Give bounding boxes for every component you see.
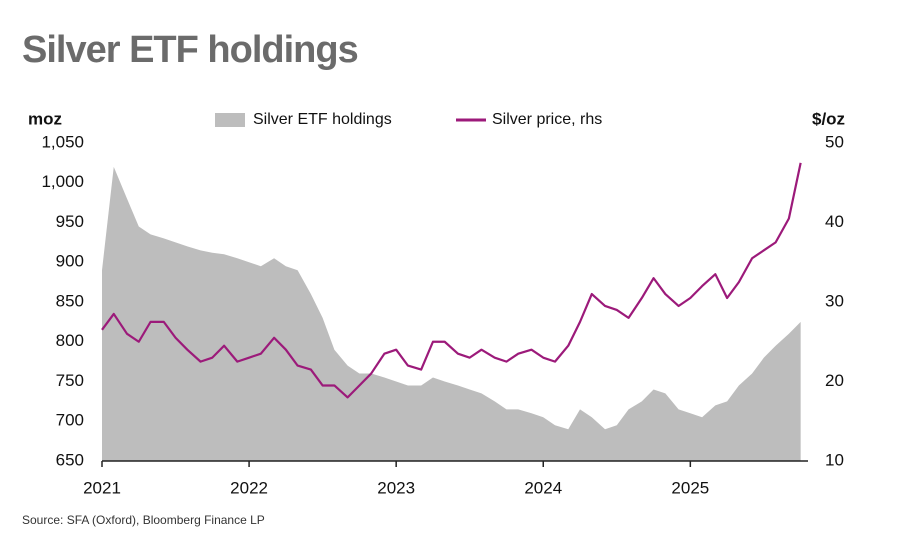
legend-label: Silver price, rhs bbox=[492, 111, 602, 128]
y-tick-label: 850 bbox=[56, 291, 84, 310]
chart-title: Silver ETF holdings bbox=[22, 29, 358, 71]
y-tick-label: 750 bbox=[56, 371, 84, 390]
y2-tick-label: 30 bbox=[825, 291, 844, 310]
y2-tick-label: 40 bbox=[825, 212, 844, 231]
x-tick-label: 2022 bbox=[230, 478, 268, 497]
y-tick-label: 900 bbox=[56, 252, 84, 271]
y2-axis-label: $/oz bbox=[812, 109, 845, 128]
x-tick-label: 2021 bbox=[83, 478, 121, 497]
y2-tick-label: 50 bbox=[825, 132, 844, 151]
y2-tick-label: 10 bbox=[825, 450, 844, 469]
holdings-area bbox=[102, 166, 801, 461]
y2-tick-label: 20 bbox=[825, 371, 844, 390]
y-tick-label: 1,000 bbox=[41, 172, 84, 191]
x-tick-label: 2025 bbox=[671, 478, 709, 497]
y-tick-label: 1,050 bbox=[41, 132, 84, 151]
y-tick-label: 950 bbox=[56, 212, 84, 231]
source: Source: SFA (Oxford), Bloomberg Finance … bbox=[22, 513, 265, 527]
y-tick-label: 800 bbox=[56, 331, 84, 350]
y-tick-label: 700 bbox=[56, 411, 84, 430]
y-tick-label: 650 bbox=[56, 450, 84, 469]
legend-label: Silver ETF holdings bbox=[253, 111, 392, 128]
x-tick-label: 2024 bbox=[524, 478, 562, 497]
price-line bbox=[101, 162, 802, 399]
legend-swatch bbox=[215, 113, 245, 127]
y-axis-label: moz bbox=[28, 109, 62, 128]
x-tick-label: 2023 bbox=[377, 478, 415, 497]
